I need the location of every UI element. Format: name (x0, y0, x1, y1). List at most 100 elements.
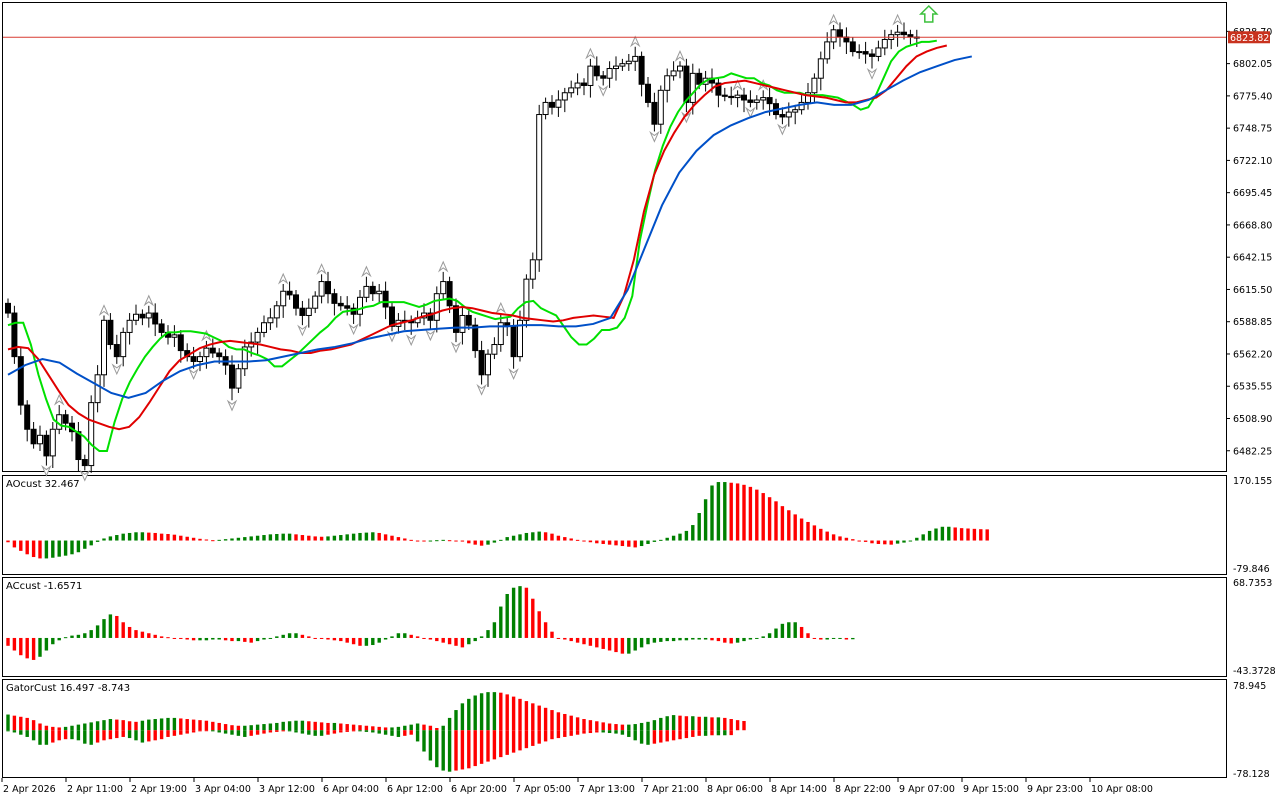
ao-bar (761, 493, 765, 541)
ao-bar (467, 540, 471, 544)
candle-bull (587, 65, 594, 86)
ac-bar (390, 636, 394, 638)
gator-upper-bar (358, 725, 362, 731)
ac-bar (767, 633, 772, 638)
candle-bull (49, 428, 56, 457)
ao-bar (371, 532, 375, 541)
ao-bar (51, 540, 55, 558)
gator-upper-bar (435, 727, 439, 731)
candle-bull (267, 317, 274, 324)
ao-bar (191, 537, 196, 541)
ac-bar (422, 637, 426, 639)
gator-upper-bar (403, 725, 407, 731)
candle-bull (613, 65, 619, 70)
candle-bull (459, 314, 466, 333)
ac-bar (102, 619, 106, 638)
ac-bar (492, 622, 497, 638)
gator-upper-bar (620, 724, 625, 731)
candle-bull (856, 51, 863, 54)
ac-bar (633, 637, 637, 651)
candle-bear (453, 305, 459, 333)
ao-bar (76, 540, 81, 553)
ac-bar (31, 637, 36, 660)
ao-bar (326, 536, 330, 541)
ao-bar (83, 540, 87, 549)
gator-axis-max: 78.945 (1233, 681, 1266, 692)
ao-axis-max: 170.155 (1233, 476, 1272, 487)
candle-bull (254, 331, 261, 343)
candle-bull (894, 31, 901, 36)
time-axis-label: 7 Apr 05:00 (515, 784, 571, 795)
price-axis-label: 6562.20 (1233, 349, 1272, 360)
ac-bar (89, 630, 93, 638)
ac-bar (831, 637, 836, 639)
gator-lower-bar (358, 730, 362, 732)
ac-bar (25, 637, 29, 659)
gator-upper-bar (614, 724, 618, 731)
ac-bar (57, 637, 61, 641)
time-axis-label: 2 Apr 11:00 (67, 784, 123, 795)
candle-bull (542, 101, 549, 116)
ac-bar (825, 637, 829, 640)
ao-bar (620, 540, 625, 547)
ac-bar (665, 637, 669, 642)
ao-bar (902, 540, 906, 543)
fractal-up-marker (674, 50, 686, 62)
gator-upper-bar (428, 725, 433, 731)
time-axis-label: 2 Apr 2026 (3, 784, 56, 795)
ao-bar (735, 483, 740, 541)
ao-bar (95, 540, 100, 542)
ao-bar (652, 540, 657, 542)
candle-bear (581, 82, 587, 86)
fractal-up-marker (277, 272, 289, 285)
price-axis-label: 6642.15 (1233, 253, 1272, 264)
gator-upper-bar (473, 695, 477, 731)
ac-bar (172, 637, 177, 639)
gator-lower-bar (639, 730, 644, 744)
fractal-down-marker (649, 130, 660, 143)
gator-lower-bar (691, 730, 695, 737)
gator-upper-bar (140, 720, 145, 731)
gator-upper-bar (652, 720, 657, 731)
candle-bear (81, 459, 88, 467)
ac-bar (684, 637, 689, 641)
ac-bar (185, 637, 189, 640)
ac-bar (748, 637, 753, 640)
price-axis-label: 6802.05 (1233, 59, 1272, 70)
gator-lower-bar (121, 730, 125, 737)
time-axis-label: 7 Apr 21:00 (643, 784, 699, 795)
ac-bar (319, 637, 324, 639)
ao-bar (691, 525, 695, 541)
candle-bear (741, 94, 747, 101)
gator-lower-bar (518, 730, 522, 751)
candle-bear (17, 356, 24, 406)
candle-bull (619, 63, 626, 67)
candle-bull (133, 313, 139, 321)
gator-lower-bar (511, 730, 516, 753)
candle-bull (241, 346, 248, 370)
gator-upper-bar (307, 721, 311, 731)
gator-upper-bar (396, 726, 401, 731)
time-axis-label: 6 Apr 20:00 (451, 784, 507, 795)
ao-bar (12, 540, 17, 548)
fractal-up-marker (143, 294, 155, 307)
ac-bar (351, 637, 356, 645)
gator-upper-bar (127, 721, 132, 731)
ao-bar (166, 533, 170, 541)
ao-bar (140, 532, 145, 541)
ao-bar (115, 535, 119, 541)
ao-bar (511, 535, 516, 541)
gator-lower-bar (607, 730, 612, 734)
ao-bar (358, 532, 362, 541)
ao-bar (537, 531, 541, 541)
candle-bear (427, 312, 434, 321)
candle-bull (670, 70, 677, 77)
price-axis-label: 6695.45 (1233, 188, 1272, 199)
candle-bull (126, 319, 133, 333)
price-axis-label: 6482.25 (1233, 446, 1272, 457)
ao-bar (953, 527, 957, 541)
candle-bear (747, 99, 754, 103)
ao-bar (255, 535, 260, 541)
